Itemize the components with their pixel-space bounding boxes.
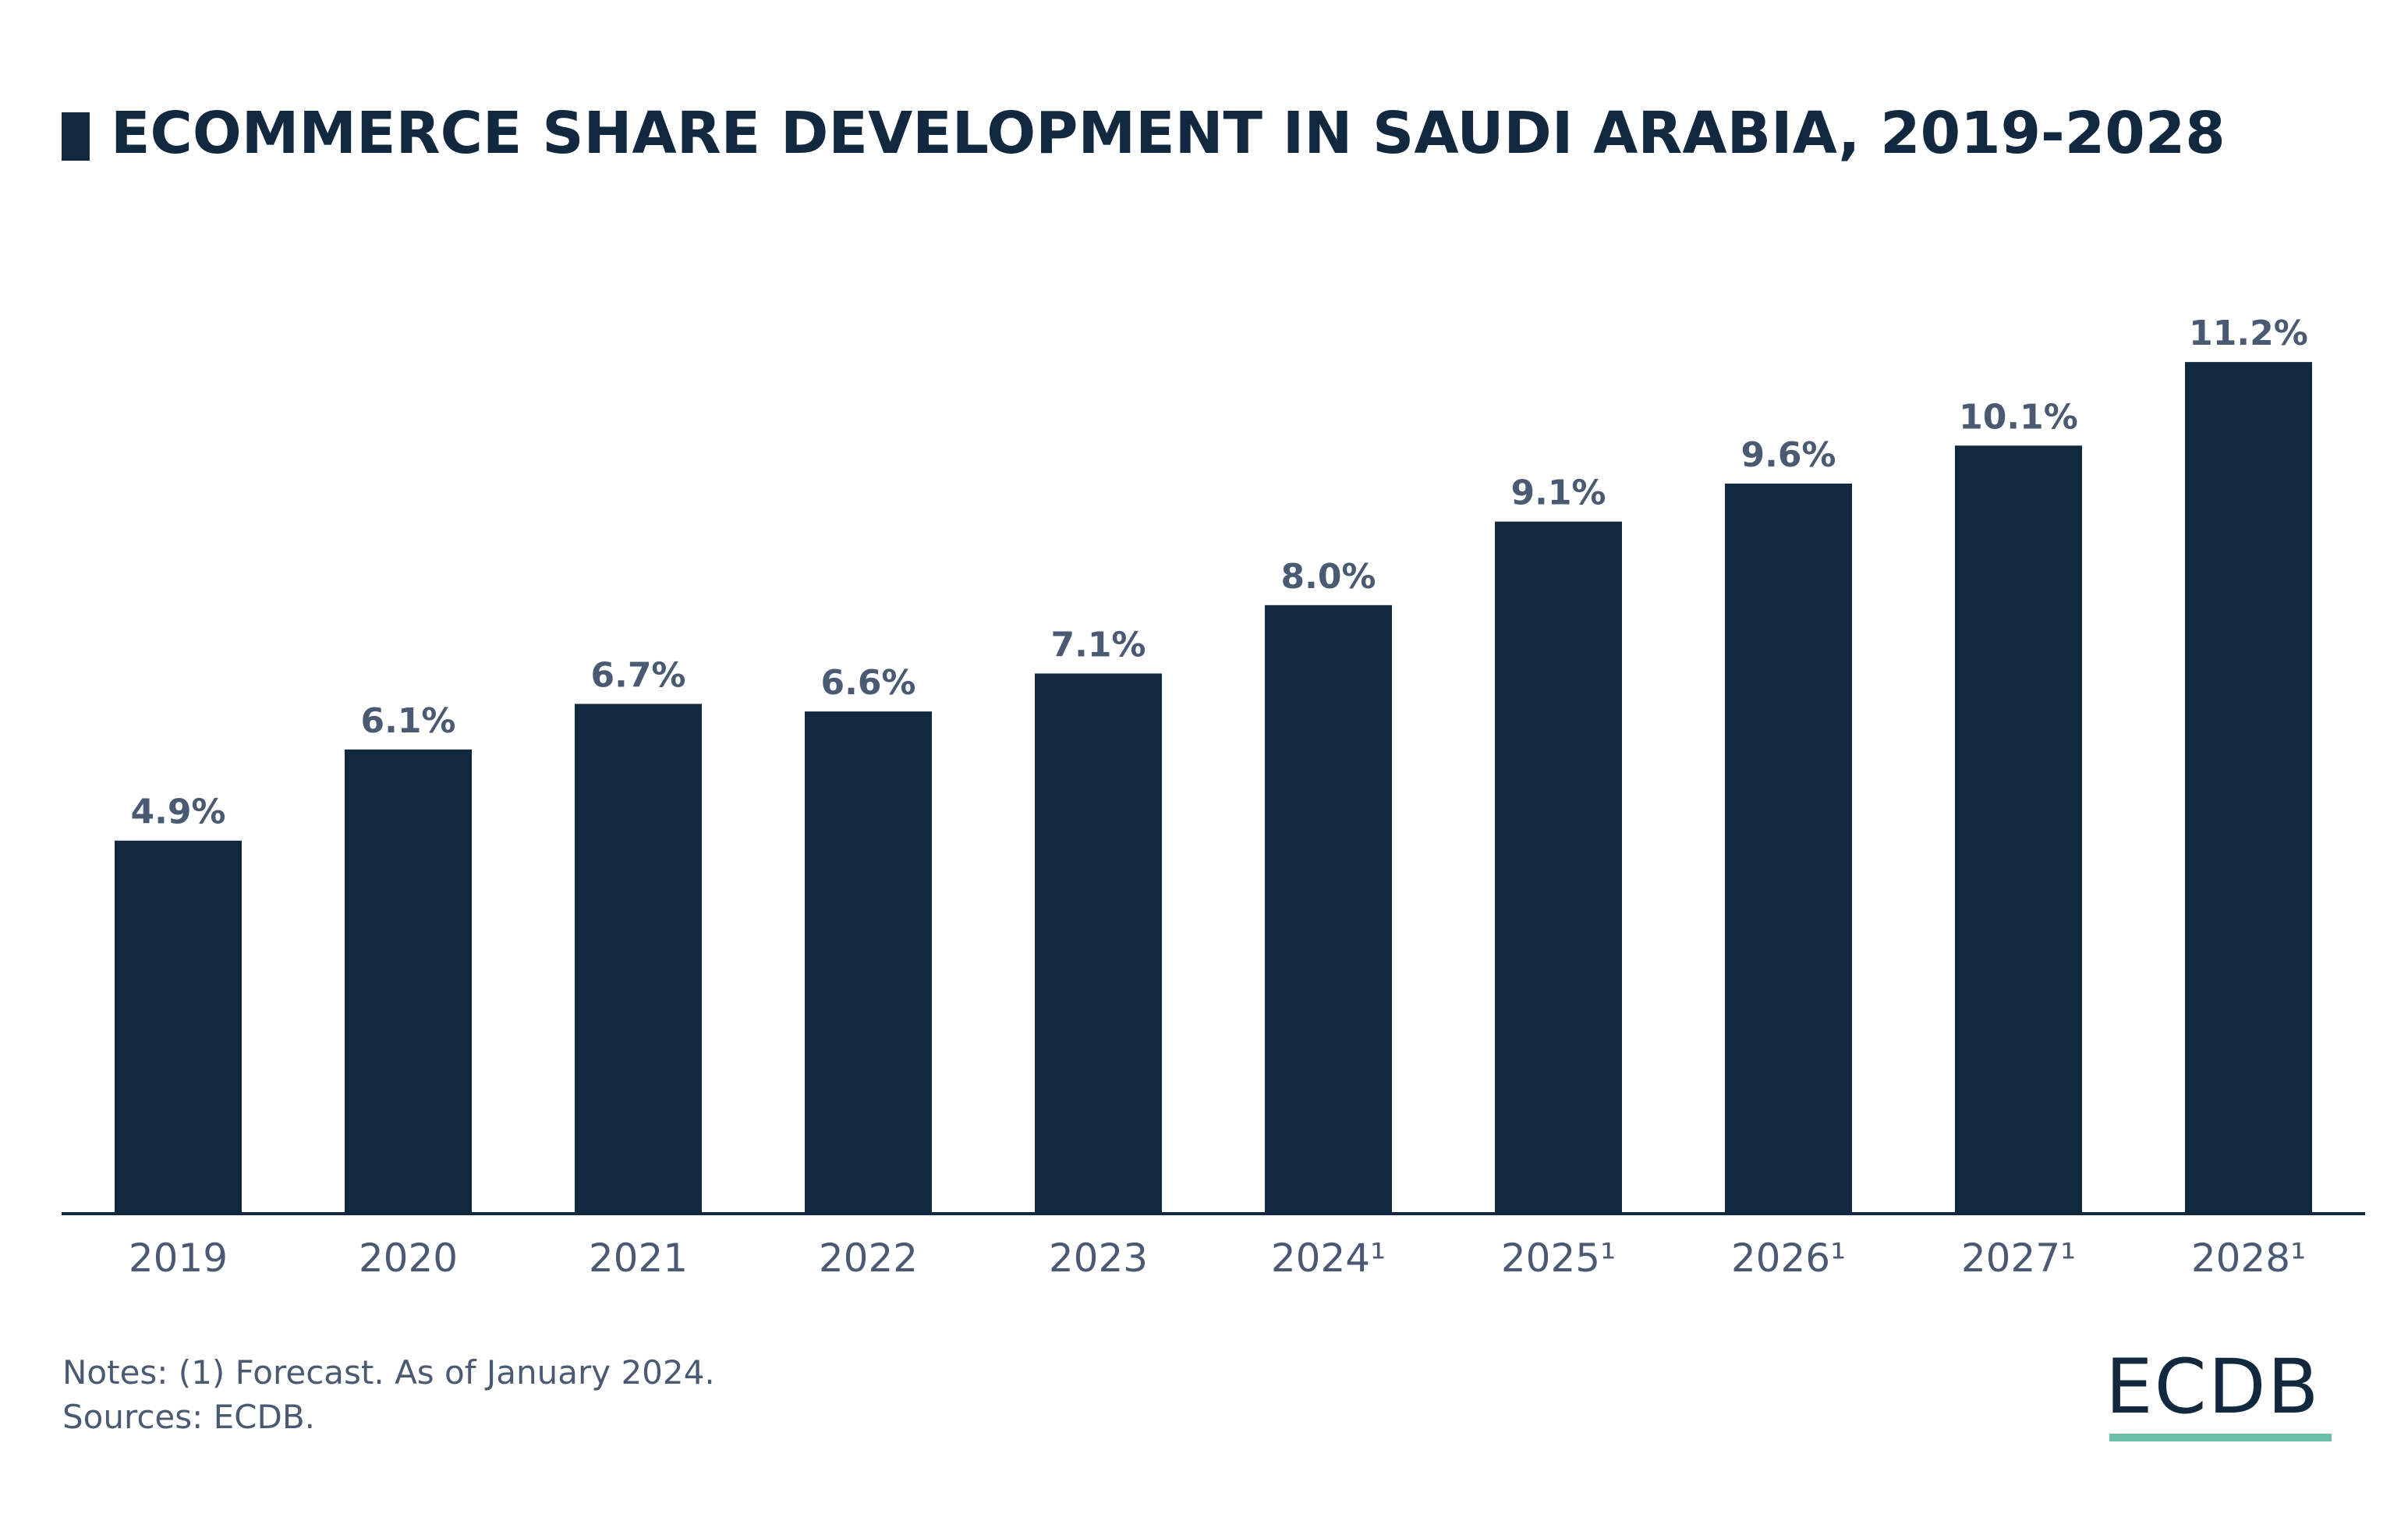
- data-label: 7.1%: [1050, 625, 1146, 665]
- title-marker: [62, 112, 90, 161]
- data-label: 6.6%: [820, 663, 915, 703]
- data-label: 6.7%: [590, 655, 685, 695]
- data-label: 6.1%: [360, 701, 455, 741]
- data-label: 9.6%: [1740, 435, 1836, 475]
- bar: [1035, 673, 1162, 1213]
- x-tick-label: 2021: [589, 1236, 688, 1281]
- x-tick-label: 2020: [359, 1236, 458, 1281]
- x-tick-label: 2019: [129, 1236, 228, 1281]
- bar: [345, 749, 472, 1213]
- chart-title: ECOMMERCE SHARE DEVELOPMENT IN SAUDI ARA…: [111, 100, 2226, 167]
- x-tick-label: 2024¹: [1271, 1236, 1386, 1281]
- data-label: 11.2%: [2189, 314, 2308, 353]
- x-tick-label: 2025¹: [1501, 1236, 1616, 1281]
- ecdb-logo: ECDB: [2105, 1343, 2321, 1431]
- bar: [1955, 445, 2082, 1213]
- bar: [805, 711, 932, 1213]
- x-tick-label: 2028¹: [2191, 1236, 2306, 1281]
- data-label: 4.9%: [130, 792, 225, 832]
- notes-text: Notes: (1) Forecast. As of January 2024.: [62, 1353, 715, 1392]
- bar: [575, 704, 702, 1213]
- bar: [2185, 362, 2312, 1213]
- bar: [115, 840, 242, 1213]
- x-tick-label: 2023: [1049, 1236, 1148, 1281]
- data-label: 10.1%: [1959, 397, 2078, 437]
- bar: [1265, 604, 1392, 1213]
- data-label: 9.1%: [1510, 473, 1606, 513]
- sources-text: Sources: ECDB.: [62, 1398, 316, 1436]
- logo-underline: [2109, 1434, 2332, 1441]
- x-tick-label: 2027¹: [1961, 1236, 2076, 1281]
- bar: [1725, 483, 1852, 1213]
- bar: [1495, 521, 1622, 1213]
- x-tick-label: 2026¹: [1731, 1236, 1846, 1281]
- data-label: 8.0%: [1280, 557, 1376, 597]
- x-tick-label: 2022: [819, 1236, 918, 1281]
